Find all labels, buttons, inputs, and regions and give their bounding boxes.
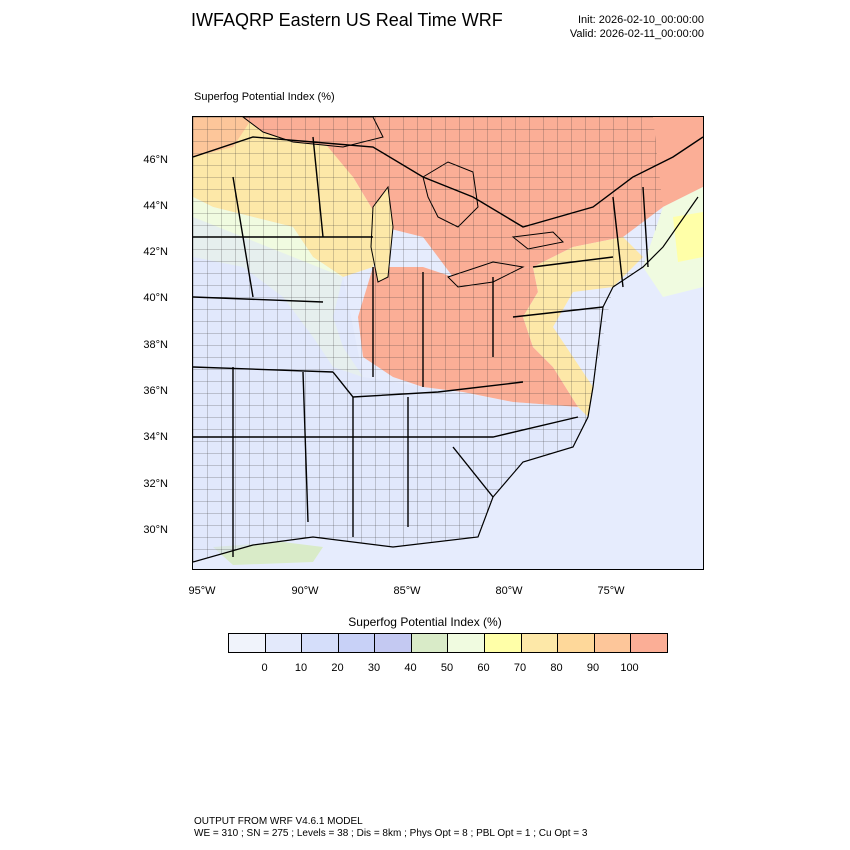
colorbar-title: Superfog Potential Index (%)	[0, 615, 850, 629]
lat-label-36: 36°N	[143, 385, 168, 397]
colorbar-label: 0	[261, 662, 268, 674]
colorbar-title-text: Superfog Potential Index (%)	[348, 615, 502, 629]
init-time: Init: 2026-02-10_00:00:00	[578, 14, 704, 26]
colorbar-swatch	[411, 634, 449, 652]
lon-label-80: 80°W	[495, 585, 523, 597]
colorbar-label: 60	[477, 662, 490, 674]
lat-label-30: 30°N	[143, 524, 168, 536]
lat-label-42: 42°N	[143, 246, 168, 258]
lat-label-40: 40°N	[143, 292, 168, 304]
page-title: IWFAQRP Eastern US Real Time WRF	[191, 10, 503, 30]
colorbar-label: 70	[513, 662, 527, 674]
colorbar-swatch	[302, 634, 339, 652]
colorbar-label: 50	[440, 662, 454, 674]
colorbar-swatch	[631, 634, 667, 652]
colorbar-label: 40	[404, 662, 417, 674]
map-field-label: Superfog Potential Index (%)	[194, 91, 335, 103]
colorbar-label: 10	[294, 662, 308, 674]
county-boundaries	[193, 117, 663, 562]
colorbar-swatch	[448, 634, 486, 652]
colorbar-label: 100	[620, 662, 639, 674]
colorbar-swatch	[594, 634, 632, 652]
lon-label-95: 95°W	[188, 585, 216, 597]
map-canvas	[193, 117, 703, 569]
colorbar-swatch	[229, 634, 266, 652]
lon-label-85: 85°W	[393, 585, 421, 597]
colorbar-label: 20	[331, 662, 344, 674]
colorbar-swatch	[558, 634, 595, 652]
colorbar-swatch	[265, 634, 303, 652]
valid-time: Valid: 2026-02-11_00:00:00	[569, 28, 704, 40]
lat-label-38: 38°N	[143, 339, 168, 351]
coastline	[193, 196, 699, 563]
lat-label-34: 34°N	[143, 431, 168, 443]
footer-model-line: OUTPUT FROM WRF V4.6.1 MODEL	[194, 816, 363, 827]
colorbar-label: 30	[367, 662, 381, 674]
state-boundaries	[193, 136, 649, 557]
map-panel	[192, 116, 704, 570]
colorbar-swatch	[521, 634, 559, 652]
colorbar-swatch	[485, 634, 522, 652]
colorbar-label: 90	[586, 662, 600, 674]
canada-border	[193, 136, 703, 228]
footer-config-line: WE = 310 ; SN = 275 ; Levels = 38 ; Dis …	[194, 828, 588, 839]
lat-label-44: 44°N	[143, 200, 168, 212]
lat-label-32: 32°N	[143, 478, 168, 490]
colorbar-swatch	[338, 634, 376, 652]
lon-label-75: 75°W	[597, 585, 625, 597]
lon-label-90: 90°W	[291, 585, 319, 597]
colorbar-label: 80	[550, 662, 563, 674]
colorbar	[228, 633, 668, 653]
lat-label-46: 46°N	[143, 154, 168, 166]
colorbar-swatch	[375, 634, 412, 652]
